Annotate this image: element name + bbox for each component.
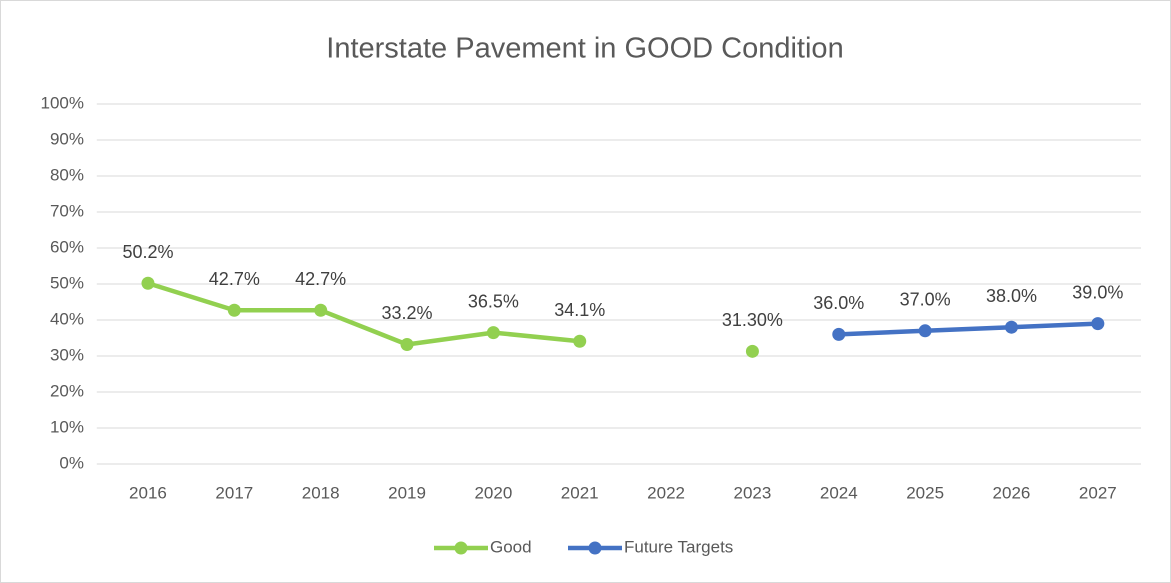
data-label: 33.2% — [382, 303, 433, 323]
legend-marker — [588, 541, 602, 555]
data-point — [141, 276, 155, 290]
x-tick-label: 2022 — [647, 483, 685, 502]
y-tick-label: 60% — [50, 237, 84, 256]
data-label: 38.0% — [986, 286, 1037, 306]
legend-label: Future Targets — [624, 537, 733, 556]
data-point — [1004, 320, 1018, 334]
x-tick-label: 2018 — [302, 483, 340, 502]
y-tick-label: 90% — [50, 129, 84, 148]
x-tick-label: 2027 — [1079, 483, 1117, 502]
x-tick-label: 2021 — [561, 483, 599, 502]
x-tick-label: 2016 — [129, 483, 167, 502]
chart-title: Interstate Pavement in GOOD Condition — [326, 33, 843, 65]
x-tick-label: 2026 — [993, 483, 1031, 502]
y-tick-label: 0% — [59, 453, 84, 472]
y-tick-label: 40% — [50, 309, 84, 328]
x-tick-label: 2020 — [474, 483, 512, 502]
legend-label: Good — [490, 537, 532, 556]
y-tick-label: 30% — [50, 345, 84, 364]
y-tick-label: 100% — [41, 93, 84, 112]
data-label: 37.0% — [900, 290, 951, 310]
x-tick-label: 2023 — [734, 483, 772, 502]
series-line — [836, 321, 1101, 337]
data-point — [832, 327, 846, 341]
data-point — [745, 344, 759, 358]
data-label: 36.5% — [468, 291, 519, 311]
data-label: 36.0% — [813, 293, 864, 313]
data-point — [227, 303, 241, 317]
data-label: 31.30% — [722, 310, 783, 330]
data-point — [1091, 317, 1105, 331]
data-label: 39.0% — [1072, 282, 1123, 302]
data-label: 42.7% — [209, 269, 260, 289]
data-point — [573, 334, 587, 348]
data-label: 50.2% — [122, 242, 173, 262]
data-point — [314, 303, 328, 317]
data-point — [400, 337, 414, 351]
x-tick-label: 2025 — [906, 483, 944, 502]
y-tick-label: 70% — [50, 201, 84, 220]
y-tick-label: 10% — [50, 417, 84, 436]
data-label: 42.7% — [295, 269, 346, 289]
data-point — [918, 324, 932, 338]
y-tick-label: 50% — [50, 273, 84, 292]
y-tick-label: 20% — [50, 381, 84, 400]
data-label: 34.1% — [554, 300, 605, 320]
legend-marker — [454, 541, 468, 555]
y-tick-label: 80% — [50, 165, 84, 184]
x-tick-label: 2017 — [215, 483, 253, 502]
x-tick-label: 2024 — [820, 483, 858, 502]
data-point — [486, 326, 500, 340]
series-line — [145, 281, 582, 347]
x-tick-label: 2019 — [388, 483, 426, 502]
